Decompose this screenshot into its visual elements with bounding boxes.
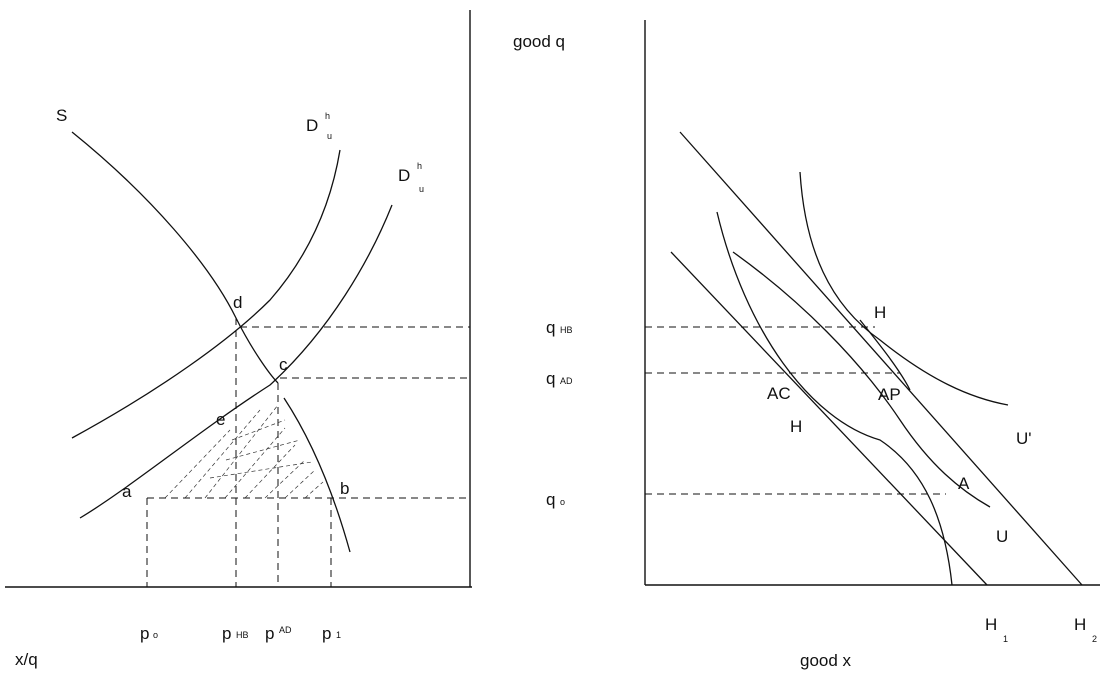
middle-labels: good q q HB q AD q o	[513, 32, 573, 509]
point-e-label: e	[216, 410, 225, 429]
point-d-label: d	[233, 293, 242, 312]
right-axis-label: good x	[800, 651, 852, 670]
supply-curve	[71, 131, 279, 384]
price-phb-subscript: HB	[236, 630, 249, 640]
budget-line-h2	[679, 131, 1083, 586]
price-p0-label: p	[140, 624, 149, 643]
supply-label: S	[56, 106, 67, 125]
right-panel: H AC AP A H U' U H 1 H 2 good x	[644, 20, 1100, 670]
demand-1-superscript: h	[325, 111, 330, 121]
left-panel: a b c d e S D h u D h u p o p HB p AD p …	[5, 10, 472, 669]
h1-label: H	[985, 615, 997, 634]
qhb-label: q	[546, 318, 555, 337]
point-AC-label: AC	[767, 384, 791, 403]
demand-2-label: D	[398, 166, 410, 185]
qad-label: q	[546, 369, 555, 388]
point-b-label: b	[340, 479, 349, 498]
point-A-label: A	[958, 474, 970, 493]
price-pad-label: p	[265, 624, 274, 643]
h2-subscript: 2	[1092, 634, 1097, 644]
supply-curve-lower	[283, 397, 351, 553]
point-a-label: a	[122, 482, 132, 501]
h2-label: H	[1074, 615, 1086, 634]
price-p0-subscript: o	[153, 630, 158, 640]
point-c-label: c	[279, 355, 288, 374]
price-p1-subscript: 1	[336, 630, 341, 640]
q0-label: q	[546, 490, 555, 509]
frontier-h-label: H	[790, 417, 802, 436]
h1-subscript: 1	[1003, 634, 1008, 644]
demand-2-subscript: u	[419, 184, 424, 194]
point-H-label: H	[874, 303, 886, 322]
production-frontier	[716, 211, 953, 586]
price-phb-label: p	[222, 624, 231, 643]
qad-subscript: AD	[560, 376, 573, 386]
u-label: U	[996, 527, 1008, 546]
left-axis-label: x/q	[15, 650, 38, 669]
demand-curve-1	[71, 149, 341, 439]
q0-subscript: o	[560, 497, 565, 507]
welfare-triangle-hatching	[164, 404, 324, 499]
indifference-curve-u	[732, 251, 991, 508]
point-AP-label: AP	[878, 385, 901, 404]
price-p1-label: p	[322, 624, 331, 643]
budget-line-h1	[670, 251, 988, 586]
demand-2-superscript: h	[417, 161, 422, 171]
indifference-curve-u-prime	[799, 171, 1009, 406]
vertical-axis-label: good q	[513, 32, 565, 51]
demand-curve-2	[79, 204, 393, 519]
demand-1-label: D	[306, 116, 318, 135]
u-prime-label: U'	[1016, 429, 1032, 448]
price-pad-superscript: AD	[279, 625, 292, 635]
qhb-subscript: HB	[560, 325, 573, 335]
demand-1-subscript: u	[327, 131, 332, 141]
